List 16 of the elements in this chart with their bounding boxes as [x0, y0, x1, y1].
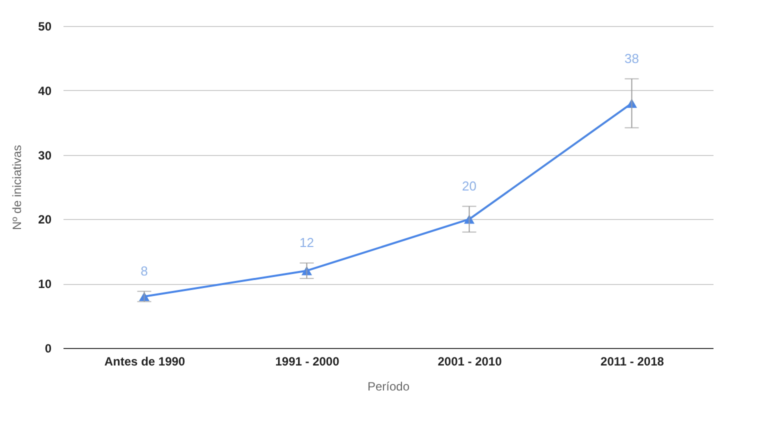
x-tick-label: Antes de 1990: [104, 354, 186, 368]
data-label: 8: [140, 263, 148, 278]
y-tick-label: 30: [38, 148, 52, 162]
y-tick-label: 20: [38, 212, 52, 227]
y-axis-title: Nº de iniciativas: [10, 144, 24, 230]
data-label: 38: [624, 50, 639, 66]
x-tick-label: 2011 - 2018: [600, 354, 664, 368]
x-tick-label: 2001 - 2010: [438, 354, 502, 368]
y-tick-label: 40: [38, 84, 52, 98]
y-tick-label: 0: [44, 342, 52, 356]
data-label: 12: [300, 234, 314, 250]
data-label: 20: [462, 178, 476, 194]
x-tick-label: 1991 - 2000: [275, 354, 340, 368]
y-tick-label: 50: [38, 20, 52, 34]
y-tick-label: 10: [38, 277, 52, 292]
x-axis-title: Período: [367, 380, 410, 394]
